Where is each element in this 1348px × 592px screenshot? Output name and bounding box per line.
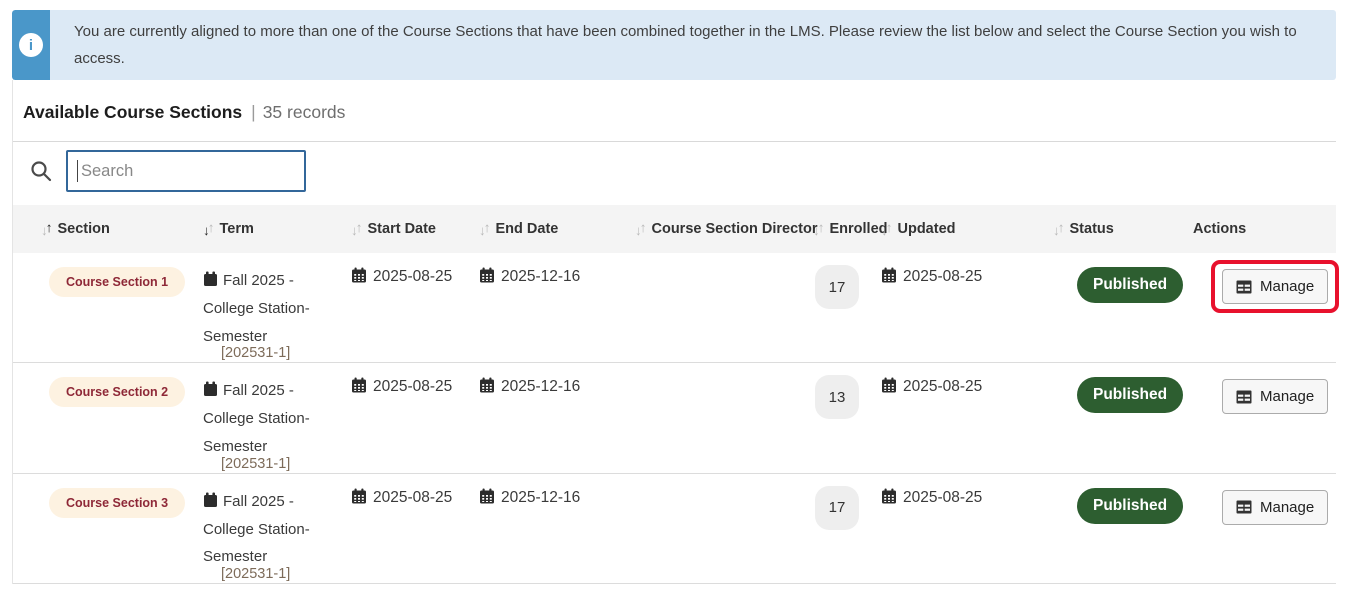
text-cursor xyxy=(77,160,78,182)
calendar-icon xyxy=(204,492,217,507)
col-header-updated[interactable]: ↓↑ Updated xyxy=(881,220,956,238)
calendar-icon xyxy=(480,488,494,504)
status-badge: Published xyxy=(1077,377,1184,414)
sort-icon: ↓↑ xyxy=(635,220,646,238)
sort-icon: ↓↑ xyxy=(203,220,214,238)
calendar-icon xyxy=(352,267,366,283)
course-sections-panel: Available Course Sections | 35 records ↓↑S… xyxy=(12,80,1340,585)
banner-body: You are currently aligned to more than o… xyxy=(50,10,1336,80)
sort-icon: ↓↑ xyxy=(881,220,892,238)
end-date-cell: 2025-12-16 xyxy=(467,267,623,286)
calendar-icon xyxy=(480,377,494,393)
start-date-cell: 2025-08-25 xyxy=(339,267,467,286)
manage-button[interactable]: Manage xyxy=(1222,379,1329,415)
sort-icon: ↓↑ xyxy=(1053,220,1064,238)
search-icon xyxy=(29,159,53,183)
calendar-icon xyxy=(204,381,217,397)
updated-cell: 2025-08-25 xyxy=(869,377,1041,396)
info-banner: i You are currently aligned to more than… xyxy=(12,10,1336,80)
highlight-ring: Manage xyxy=(1211,481,1339,534)
table-icon xyxy=(1236,500,1252,514)
page-title: Available Course Sections xyxy=(23,102,243,122)
course-section-row: Course Section 1 Fall 2025 - College Sta… xyxy=(13,253,1340,364)
calendar-icon xyxy=(204,271,217,286)
col-header-section[interactable]: ↓↑ Section xyxy=(41,220,110,238)
section-badge: Course Section 1 xyxy=(49,267,186,297)
term-code: [202531-1] xyxy=(221,345,291,362)
term-code: [202531-1] xyxy=(221,566,291,582)
calendar-icon xyxy=(882,377,896,393)
col-header-enrolled[interactable]: ↓↑ Enrolled xyxy=(813,220,888,238)
search-input[interactable] xyxy=(66,150,306,192)
manage-button[interactable]: Manage xyxy=(1222,269,1329,304)
col-header-term[interactable]: ↓↑ Term xyxy=(203,220,254,238)
section-badge: Course Section 2 xyxy=(49,377,186,408)
sort-icon: ↓↑ xyxy=(479,220,490,238)
col-header-end-date[interactable]: ↓↑ End Date xyxy=(479,220,559,238)
table-header: ↓↑ Section ↓↑ Term ↓↑ Start Date ↓↑ End Date… xyxy=(13,205,1336,253)
info-icon-block: i xyxy=(12,10,50,80)
col-header-start-date[interactable]: ↓↑ Start Date xyxy=(351,220,436,238)
table-icon xyxy=(1236,390,1252,404)
course-section-row: Course Section 3 Fall 2025 - College Sta… xyxy=(13,474,1339,585)
banner-message: You are currently aligned to more than o… xyxy=(74,23,1297,67)
sort-icon: ↓↑ xyxy=(813,220,824,238)
col-header-status[interactable]: ↓↑ Status xyxy=(1053,220,1114,238)
calendar-icon xyxy=(352,377,366,393)
col-header-course-section-director[interactable]: ↓↑ Course Section Director xyxy=(635,220,818,238)
updated-cell: 2025-08-25 xyxy=(869,267,1041,286)
term-cell: Fall 2025 - College Station-Semester [20… xyxy=(191,377,339,472)
calendar-icon xyxy=(352,488,366,504)
start-date-cell: 2025-08-25 xyxy=(339,488,467,507)
term-cell: Fall 2025 - College Station-Semester [20… xyxy=(191,488,339,583)
enrolled-badge: 17 xyxy=(815,485,859,530)
enrolled-badge: 17 xyxy=(815,265,859,309)
highlight-ring: Manage xyxy=(1211,260,1340,313)
status-badge: Published xyxy=(1077,267,1184,303)
start-date-cell: 2025-08-25 xyxy=(339,377,467,396)
record-count: 35 records xyxy=(262,102,346,122)
col-header-actions: Actions xyxy=(1193,221,1247,237)
info-icon: i xyxy=(19,33,43,57)
search-section xyxy=(13,141,1336,205)
highlight-ring: Manage xyxy=(1211,370,1339,423)
calendar-icon xyxy=(882,488,896,504)
term-code: [202531-1] xyxy=(221,455,291,472)
table-icon xyxy=(1236,280,1252,293)
end-date-cell: 2025-12-16 xyxy=(467,377,623,396)
title-row: Available Course Sections | 35 records xyxy=(13,102,1336,123)
end-date-cell: 2025-12-16 xyxy=(467,488,623,507)
calendar-icon xyxy=(480,267,494,283)
section-badge: Course Section 3 xyxy=(49,487,186,518)
term-cell: Fall 2025 - College Station-Semester [20… xyxy=(191,267,339,362)
title-separator: | xyxy=(251,102,256,122)
sort-icon: ↓↑ xyxy=(41,220,52,238)
enrolled-badge: 13 xyxy=(815,375,859,420)
course-section-row: Course Section 2 Fall 2025 - College Sta… xyxy=(13,363,1339,474)
sort-icon: ↓↑ xyxy=(351,220,362,238)
updated-cell: 2025-08-25 xyxy=(869,488,1041,507)
status-badge: Published xyxy=(1077,487,1184,524)
manage-button[interactable]: Manage xyxy=(1222,489,1329,525)
calendar-icon xyxy=(882,267,896,283)
